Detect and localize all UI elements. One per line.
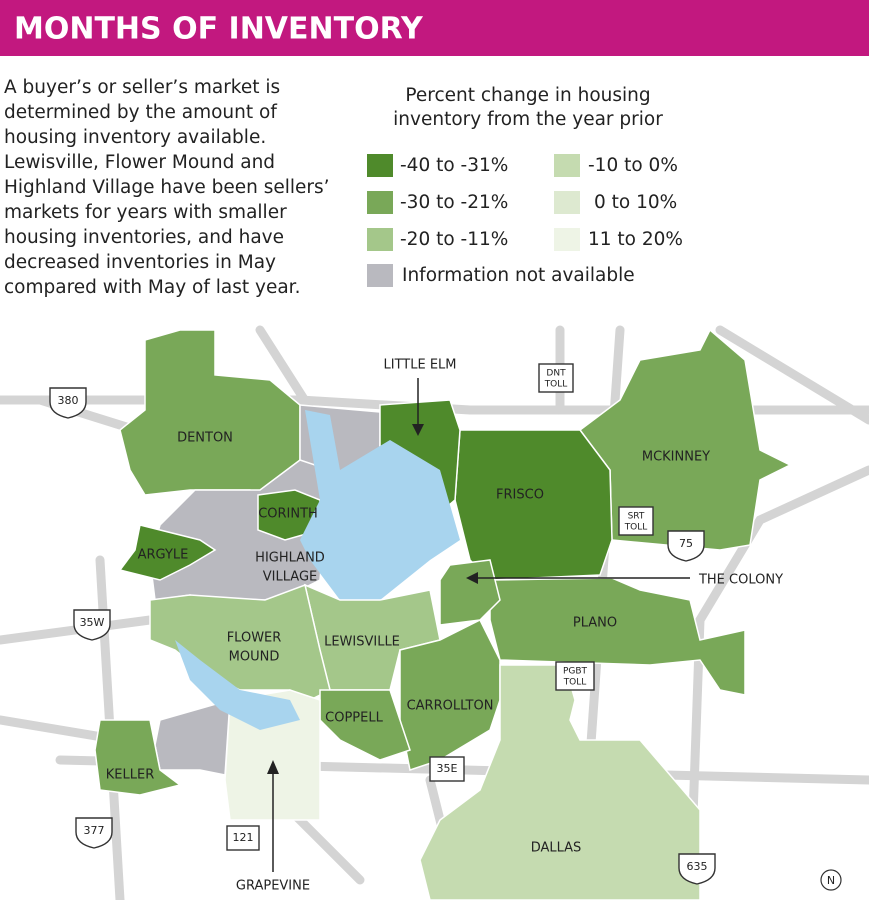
region-label: KELLER — [106, 768, 154, 783]
region-label: DALLAS — [531, 841, 582, 856]
shield — [555, 661, 595, 691]
legend-swatch — [554, 154, 580, 177]
region-label: MCKINNEY — [642, 450, 710, 465]
shield — [429, 756, 465, 782]
callouts — [267, 378, 690, 872]
callout-label: THE COLONY — [698, 573, 783, 588]
shield — [667, 530, 705, 562]
shield — [49, 387, 87, 419]
region-label: CARROLLTON — [407, 699, 494, 714]
north-marker — [820, 869, 842, 891]
region-label: FRISCO — [496, 488, 544, 503]
legend: Percent change in housing inventory from… — [367, 85, 683, 287]
arrowhead — [412, 424, 424, 436]
region-plano — [489, 577, 746, 696]
legend-swatch — [367, 191, 393, 214]
legend-swatch — [367, 264, 393, 287]
region-label: LEWISVILLE — [324, 635, 400, 650]
regions — [94, 328, 792, 901]
region-label: VILLAGE — [263, 570, 317, 585]
intro-line: housing inventories, and have — [4, 227, 284, 248]
highway-label: TOLL — [563, 678, 587, 688]
highway-label: DNT — [546, 369, 566, 379]
intro-line: Lewisville, Flower Mound and — [4, 152, 275, 173]
callout-label: GRAPEVINE — [236, 879, 310, 894]
shield — [538, 363, 574, 393]
region-keller — [94, 719, 182, 796]
intro-line: housing inventory available. — [4, 127, 266, 148]
shield — [618, 506, 654, 536]
legend-swatch — [554, 228, 580, 251]
highway-label: 35E — [437, 762, 458, 775]
region-mckinney — [578, 328, 792, 551]
lake — [300, 410, 460, 600]
legend-swatch — [554, 191, 580, 214]
shield — [678, 853, 716, 885]
lake — [175, 640, 300, 730]
region-labels: DENTON CORINTH ARGYLE HIGHLAND VILLAGE F… — [106, 431, 710, 856]
north-label: N — [827, 874, 835, 887]
highway-shields: 380 35W 377 121 35E 635 75 DNT TOLL SRT … — [49, 363, 716, 885]
region-coppell — [319, 689, 411, 761]
title-bar — [0, 0, 869, 56]
arrowhead — [466, 572, 478, 584]
intro-line: decreased inventories in May — [4, 252, 276, 273]
highway-label: 121 — [233, 831, 254, 844]
region-label: CORINTH — [258, 507, 318, 522]
legend-swatch — [367, 154, 393, 177]
shield — [226, 825, 260, 851]
legend-label: -30 to -21% — [400, 192, 508, 213]
legend-swatch — [367, 228, 393, 251]
legend-label: Information not available — [402, 265, 635, 286]
highway-label: 635 — [687, 860, 708, 873]
region-label: DENTON — [177, 431, 233, 446]
highway-label: TOLL — [544, 380, 568, 390]
callout-label: LITTLE ELM — [384, 358, 457, 373]
highway-label: 377 — [84, 824, 105, 837]
legend-title: Percent change in housing — [405, 85, 650, 106]
region-na — [154, 698, 231, 776]
highway-label: 75 — [679, 537, 693, 550]
intro-line: A buyer’s or seller’s market is — [4, 77, 280, 98]
region-label: MOUND — [229, 650, 280, 665]
title: MONTHS OF INVENTORY — [14, 12, 424, 47]
highway-label: TOLL — [624, 523, 648, 533]
shield — [75, 817, 113, 849]
highway-label: 380 — [58, 394, 79, 407]
legend-label: -40 to -31% — [400, 155, 508, 176]
shield — [73, 609, 111, 641]
intro-line: compared with May of last year. — [4, 277, 300, 298]
highway-label: SRT — [628, 512, 645, 522]
region-label: FLOWER — [227, 631, 282, 646]
region-frisco — [454, 429, 613, 581]
legend-label: -10 to 0% — [588, 155, 678, 176]
intro: A buyer’s or seller’s market is determin… — [4, 77, 330, 298]
arrowhead — [267, 760, 279, 774]
region-argyle — [118, 524, 217, 581]
legend-label: 11 to 20% — [588, 229, 683, 250]
intro-line: Highland Village have been sellers’ — [4, 177, 330, 198]
region-label: COPPELL — [325, 711, 383, 726]
legend-label: -20 to -11% — [400, 229, 508, 250]
region-label: HIGHLAND — [255, 551, 325, 566]
highway-label: 35W — [80, 616, 105, 629]
highway-label: PGBT — [563, 667, 588, 677]
legend-title: inventory from the year prior — [393, 109, 663, 130]
region-label: PLANO — [573, 616, 617, 631]
region-label: ARGYLE — [138, 548, 189, 563]
intro-line: markets for years with smaller — [4, 202, 287, 223]
legend-label: 0 to 10% — [594, 192, 677, 213]
intro-line: determined by the amount of — [4, 102, 277, 123]
